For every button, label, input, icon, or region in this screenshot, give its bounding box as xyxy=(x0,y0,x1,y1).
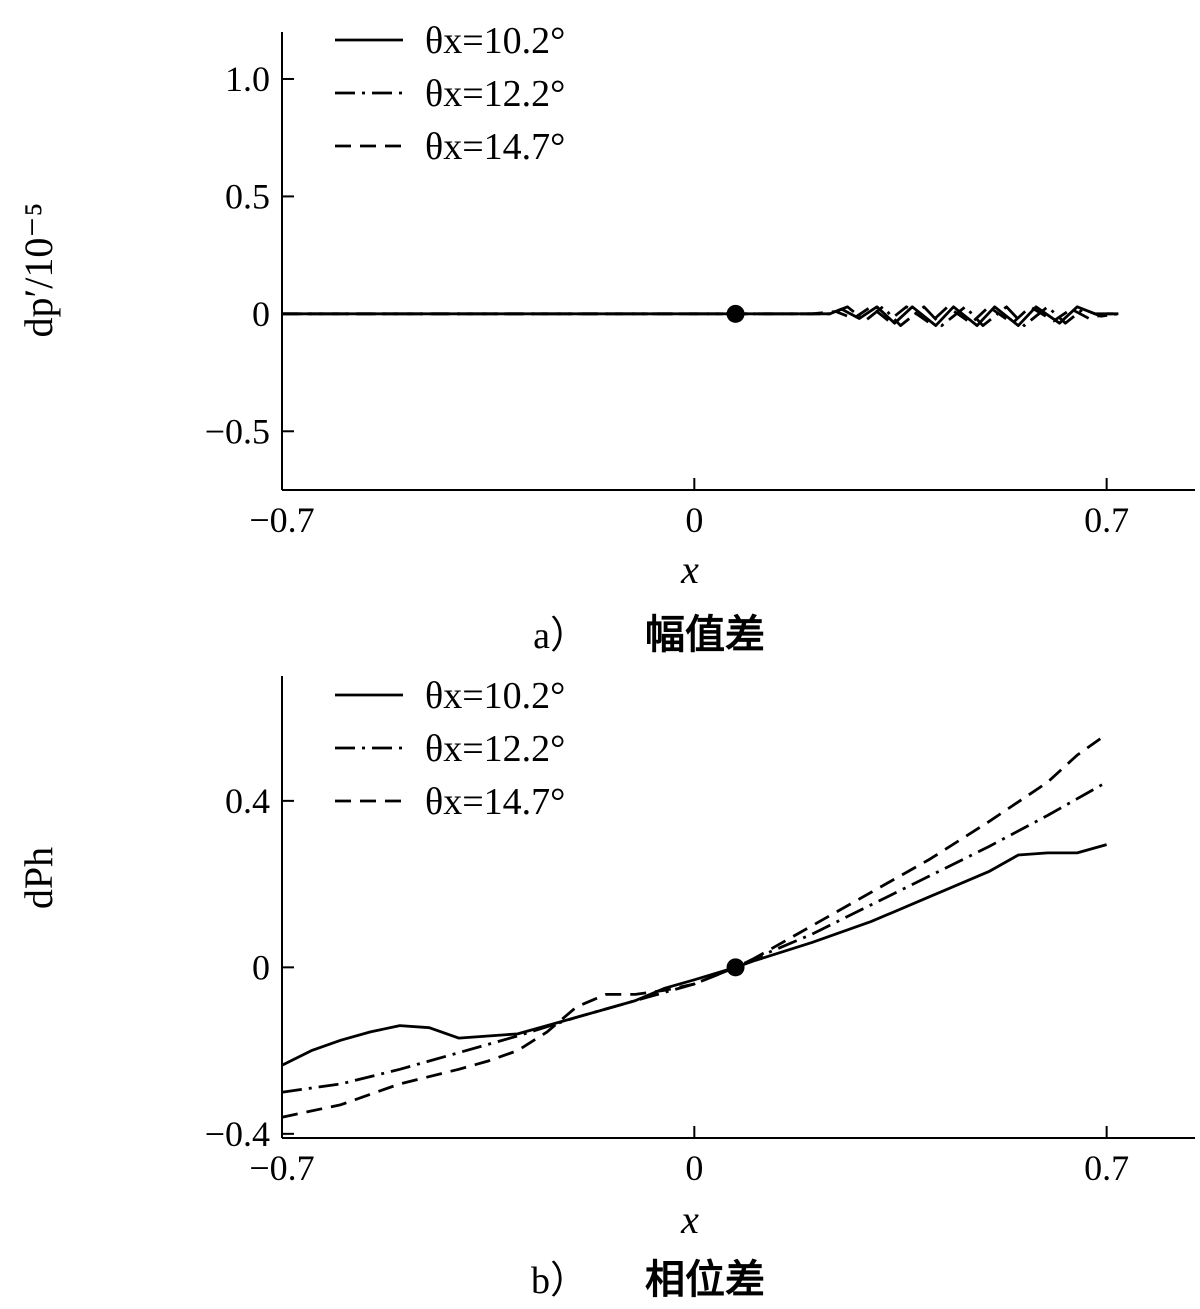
a-x-tick-label: −0.7 xyxy=(249,500,314,540)
panel-a-lines xyxy=(282,304,1119,327)
a-legend-label-1: θx=10.2° xyxy=(425,20,565,62)
panel-b-legend: θx=10.2° θx=12.2° θx=14.7° xyxy=(335,675,565,823)
b-series-line-1 xyxy=(281,843,1107,1067)
a-y-tick-label: 1.0 xyxy=(225,59,270,99)
a-y-tick-label: 0.5 xyxy=(225,176,270,216)
a-y-tick-label: −0.5 xyxy=(205,411,270,451)
a-y-tick-label: 0 xyxy=(252,294,270,334)
b-y-tick-label: 0 xyxy=(252,947,270,987)
b-y-tick-label: −0.4 xyxy=(205,1114,270,1154)
panel-a-chart: −0.500.51.0−0.7 0 0.7 θx=10.2°θx=12.2°θx=1… xyxy=(16,20,1195,658)
a-marker-point xyxy=(726,304,745,323)
b-legend-label-2: θx=12.2° xyxy=(425,728,565,770)
panel-a-legend: θx=10.2° θx=12.2° θx=14.7° xyxy=(335,20,565,168)
b-marker-point xyxy=(726,958,745,977)
a-series-line-1 xyxy=(282,305,1119,327)
a-legend-label-2: θx=12.2° xyxy=(425,73,565,115)
panel-b-ticks: −0.4 0 0.4 −0.7 0 0.7 xyxy=(205,781,1129,1188)
b-series-line-2 xyxy=(281,780,1108,1094)
b-y-tick-label: 0.4 xyxy=(225,781,270,821)
b-x-tick-label: 0 xyxy=(685,1148,703,1188)
panel-a-x-axis-label: x xyxy=(680,547,699,592)
a-x-tick-label: 0.7 xyxy=(1084,500,1129,540)
panel-a-axes xyxy=(281,32,1195,491)
b-x-tick-label: −0.7 xyxy=(249,1148,314,1188)
b-legend-label-3: θx=14.7° xyxy=(425,781,565,823)
panel-b-lines xyxy=(281,733,1108,1119)
b-series-line-3 xyxy=(281,733,1108,1119)
panel-a-label: a） xyxy=(533,615,588,657)
panel-b-axes xyxy=(281,676,1195,1139)
a-series-line-3 xyxy=(282,305,1119,325)
panel-b-x-axis-label: x xyxy=(680,1197,699,1242)
panel-b-label: b） xyxy=(531,1260,588,1302)
panel-b-caption: 相位差 xyxy=(645,1257,765,1303)
panel-a-caption: 幅值差 xyxy=(645,612,765,658)
panel-b-chart: −0.4 0 0.4 −0.7 0 0.7 θx=10.2° θx=12.2° θx=14.7… xyxy=(16,675,1195,1303)
b-x-tick-label: 0.7 xyxy=(1084,1148,1129,1188)
a-legend-label-3: θx=14.7° xyxy=(425,126,565,168)
a-x-tick-label: 0 xyxy=(685,500,703,540)
panel-a-y-axis-label: dp′/10⁻⁵ xyxy=(16,203,61,338)
b-legend-label-1: θx=10.2° xyxy=(425,675,565,717)
panel-a-ticks: −0.5 0 0.5 1.0 −0.7 0 0.7 xyxy=(205,59,1129,540)
panel-b-y-axis-label: dPh xyxy=(16,847,61,909)
